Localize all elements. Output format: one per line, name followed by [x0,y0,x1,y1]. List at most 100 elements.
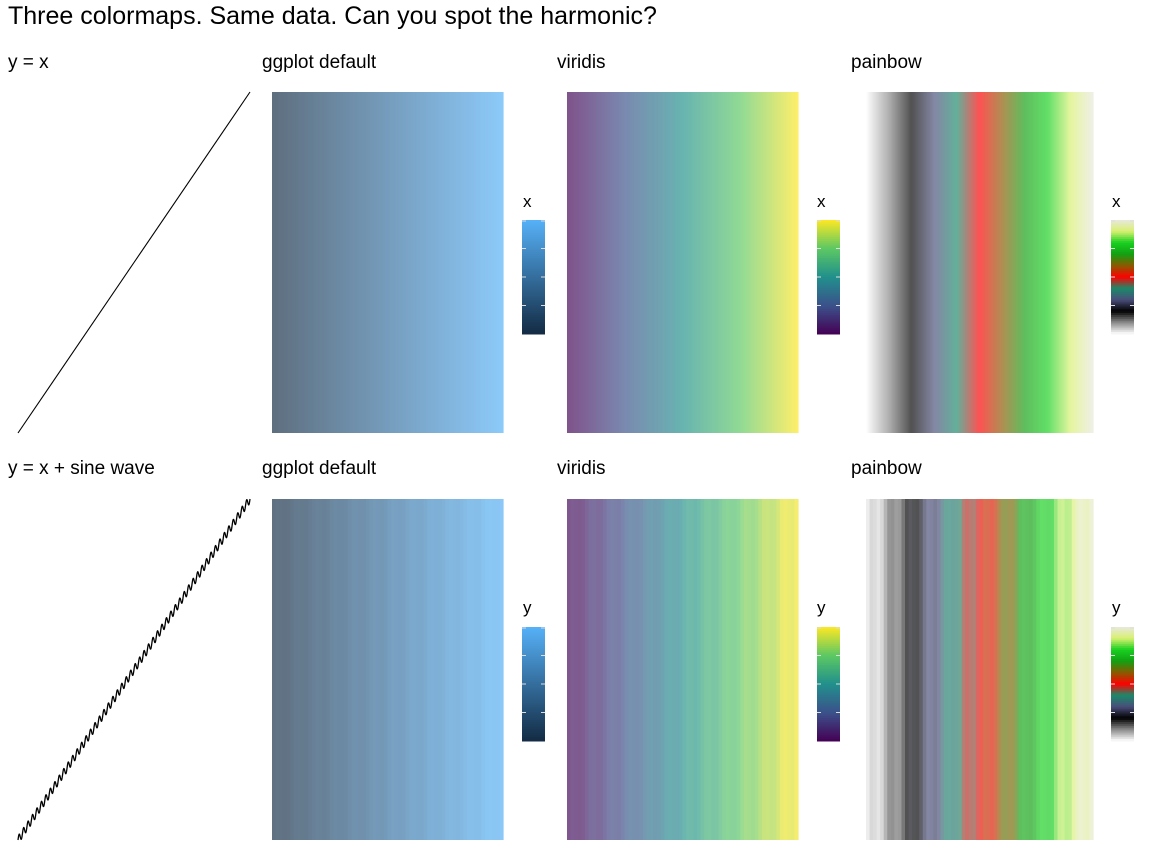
heatmap-tile [687,92,689,433]
legend-colorbar-segment [817,737,840,740]
heatmap-tile [664,92,666,433]
heatmap-tile [881,92,884,433]
legend-colorbar-segment [817,670,840,674]
legend-title-r2-viridis: y [817,598,826,617]
heatmap-tile [1081,92,1084,433]
heatmap-tile [1061,499,1066,840]
heatmap-tile [1058,92,1061,433]
heatmap-tile [734,92,737,433]
legend-colorbar-segment [817,316,840,320]
legend-colorbar-segment [817,246,840,249]
heatmap-tile [286,499,291,840]
heatmap-tile [592,92,595,433]
heatmap-tile [632,92,635,433]
heatmap-tile [492,92,495,433]
legend-colorbar-segment [817,265,840,268]
heatmap-tile [709,92,711,433]
heatmap-tile [501,92,504,433]
heatmap-tile [675,92,678,433]
legend-colorbar-segment [817,273,840,276]
heatmap-tile [308,499,313,840]
heatmap-tile [990,499,995,840]
heatmap-tile [993,92,995,433]
legend-colorbar-segment [522,250,545,253]
heatmap-tile [633,92,636,433]
legend-colorbar-segment [522,303,545,306]
legend-colorbar-segment [522,271,545,274]
legend-colorbar-segment [817,628,840,632]
heatmap-tile [290,499,295,840]
heatmap-tile [586,92,589,433]
heatmap-tile [489,92,491,433]
heatmap-tile [651,92,654,433]
heatmap-tile [1090,92,1093,433]
heatmap-tile [1025,499,1030,840]
heatmap-tile [878,92,881,433]
legend-colorbar-segment [817,301,840,305]
heatmap-tile [389,92,392,433]
heatmap-tile [767,92,770,433]
legend-colorbar-segment [522,657,545,660]
heatmap-tile [639,92,642,433]
heatmap-tile [721,92,724,433]
heatmap-tile [600,92,603,433]
heatmap-tile [711,499,716,840]
heatmap-tile [665,92,667,433]
heatmap-tile [470,499,475,840]
heatmap-tile [295,92,297,433]
legend-colorbar-segment [522,307,545,310]
heatmap-tile [439,92,442,433]
heatmap-tile [942,92,944,433]
legend-colorbar-segment [1111,258,1134,261]
heatmap-tile [922,92,925,433]
legend-colorbar-segment [1111,240,1134,244]
heatmap-tile [460,92,463,433]
heatmap-tile [1080,92,1083,433]
legend-colorbar-segment [817,326,840,329]
heatmap-tile [1046,499,1052,840]
heatmap-tile [751,499,756,840]
heatmap-tile [584,92,587,433]
heatmap-tile [446,92,449,433]
legend-colorbar-segment [1111,250,1134,253]
heatmap-tile [445,499,450,840]
legend-colorbar-segment [522,672,545,675]
heatmap-tile [752,92,755,433]
heatmap-tile [410,92,413,433]
heatmap-tile [796,92,799,433]
heatmap-tile [422,92,424,433]
heatmap-tile [985,92,987,433]
legend-colorbar-segment [817,235,840,238]
heatmap-tile [615,92,618,433]
legend-colorbar-segment [522,737,545,740]
heatmap-tile [467,92,469,433]
heatmap-tile [1030,92,1033,433]
legend-colorbar-segment [1111,697,1134,700]
legend-colorbar-segment [522,674,545,677]
heatmap-tile [333,499,338,840]
heatmap-tile [896,92,899,433]
heatmap-tile [639,499,644,840]
heatmap-tile [677,92,680,433]
heatmap-tile [418,92,421,433]
heatmap-tile [1047,92,1050,433]
heatmap-tile [787,92,790,433]
heatmap-tile [1071,92,1074,433]
legend-colorbar-segment [522,659,545,662]
legend-colorbar-segment [522,256,545,259]
heatmap-tile [886,92,889,433]
legend-colorbar-segment [522,277,545,280]
heatmap-tile [491,92,494,433]
legend-colorbar-segment [522,708,545,712]
heatmap-tile [919,92,922,433]
heatmap-tile [786,92,789,433]
legend-colorbar-segment [522,653,545,656]
heatmap-tile [568,92,570,433]
heatmap-tile [788,92,791,433]
heatmap-tile [613,92,615,433]
heatmap-tile [917,92,919,433]
row1-line-label: y = x [8,52,49,73]
heatmap-tile [920,92,923,433]
legend-colorbar-segment [522,269,545,272]
legend-colorbar-segment [817,303,840,306]
